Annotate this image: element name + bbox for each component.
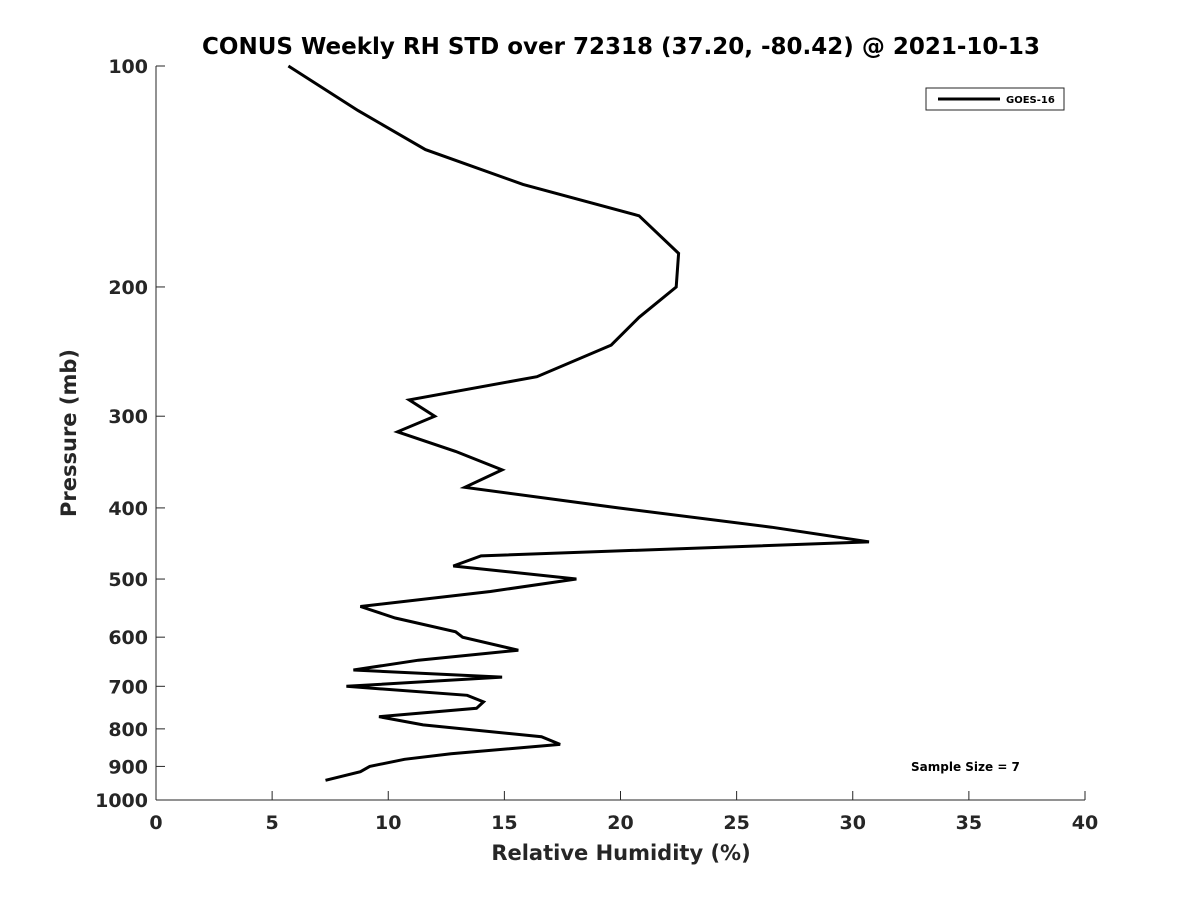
- x-tick-label: 35: [956, 812, 982, 834]
- y-tick-label: 300: [108, 406, 148, 428]
- x-tick-label: 10: [375, 812, 401, 834]
- legend: GOES-16: [925, 87, 1065, 111]
- y-tick-label: 400: [108, 498, 148, 520]
- y-tick-label: 1000: [95, 790, 148, 812]
- y-tick-label: 800: [108, 719, 148, 741]
- x-tick-label: 30: [840, 812, 866, 834]
- x-tick-label: 5: [266, 812, 279, 834]
- sample-size-annotation: Sample Size = 7: [911, 760, 1020, 774]
- chart-title: CONUS Weekly RH STD over 72318 (37.20, -…: [202, 34, 1040, 60]
- y-tick-label: 100: [108, 56, 148, 78]
- series-line-goes-16: [287, 64, 870, 782]
- x-axis-label: Relative Humidity (%): [491, 841, 750, 865]
- y-tick-label: 500: [108, 569, 148, 591]
- y-tick-label: 600: [108, 627, 148, 649]
- legend-entry-goes-16: GOES-16: [1006, 95, 1055, 106]
- x-tick-label: 0: [149, 812, 162, 834]
- x-tick-label: 15: [491, 812, 517, 834]
- y-tick-label: 200: [108, 277, 148, 299]
- y-tick-label: 700: [108, 676, 148, 698]
- series-layer: [287, 64, 870, 782]
- x-axis-ticks: 0 5 10 15 20 25 30 35 40: [149, 791, 1098, 834]
- x-tick-label: 25: [723, 812, 749, 834]
- y-axis-label: Pressure (mb): [57, 349, 81, 517]
- x-tick-label: 40: [1072, 812, 1098, 834]
- x-tick-label: 20: [607, 812, 633, 834]
- y-tick-label: 900: [108, 756, 148, 778]
- y-axis-ticks: 100 200 300 400 500 600 700 800 900 1000: [95, 56, 165, 812]
